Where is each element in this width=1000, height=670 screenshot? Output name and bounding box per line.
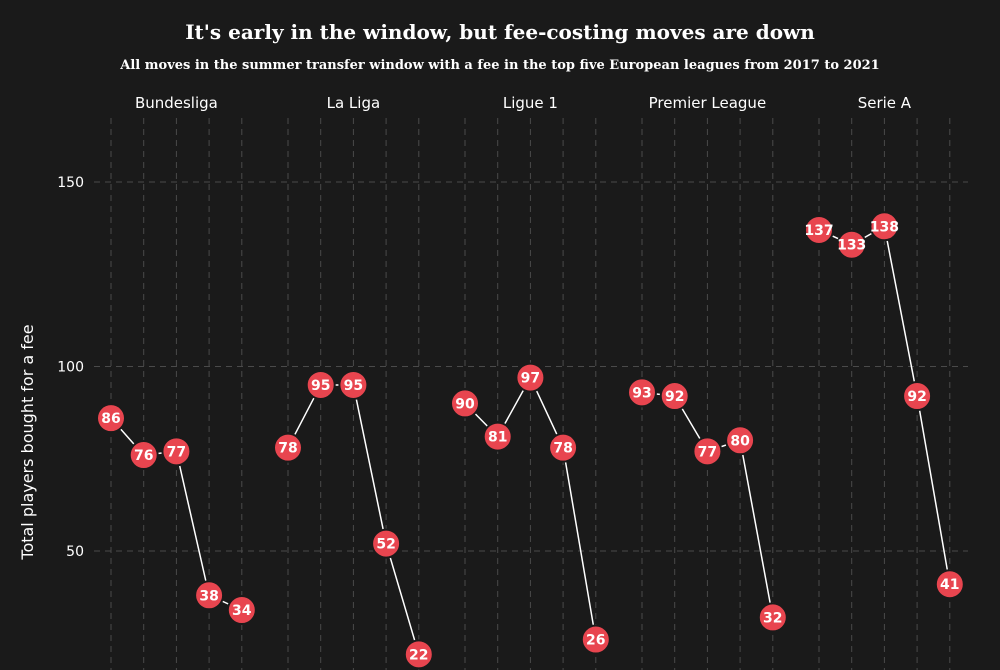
y-tick-label: 150	[57, 175, 84, 191]
data-point	[128, 440, 159, 471]
facet-la-liga: La Liga 78 95 95 52 22	[273, 94, 434, 670]
data-point	[757, 602, 788, 633]
facet-premier-league: Premier League 93 92 77 80 32	[627, 94, 788, 633]
data-label: 76	[134, 448, 153, 464]
facet-ligue-1: Ligue 1 90 81 97 78 26	[450, 94, 611, 655]
facet-header: Premier League	[649, 94, 767, 112]
data-point	[161, 436, 192, 467]
facet-header: Bundesliga	[135, 94, 218, 112]
data-point	[338, 369, 369, 400]
data-point	[96, 403, 126, 434]
data-label: 133	[837, 238, 866, 254]
facet-header: La Liga	[327, 94, 381, 112]
chart-title: It's early in the window, but fee-costin…	[185, 20, 815, 44]
data-label: 81	[488, 430, 507, 446]
data-point	[403, 639, 434, 670]
data-label: 52	[376, 537, 395, 553]
data-label: 95	[311, 378, 330, 394]
data-label: 86	[101, 411, 120, 427]
data-point	[305, 369, 336, 400]
data-point	[226, 595, 257, 626]
data-point	[869, 211, 900, 242]
facet-layer: Bundesliga 86 76 77 38 34 La Liga 78 95 95 52 22 Lig…	[96, 94, 965, 670]
data-point	[515, 362, 546, 393]
data-point	[692, 436, 723, 467]
data-point	[902, 381, 933, 412]
data-label: 93	[632, 385, 651, 401]
data-label: 137	[804, 223, 833, 239]
data-label: 95	[344, 378, 363, 394]
data-point	[725, 425, 756, 456]
axis-layer: Total players bought for a fee 50 100 150	[18, 175, 84, 561]
data-point	[548, 432, 579, 463]
data-label: 32	[763, 610, 782, 626]
data-point	[371, 528, 402, 559]
data-point	[482, 421, 513, 452]
data-label: 92	[665, 389, 684, 405]
data-label: 34	[232, 603, 252, 619]
data-label: 26	[586, 633, 605, 649]
y-tick-label: 50	[66, 544, 84, 560]
facet-header: Serie A	[858, 94, 912, 112]
data-point	[450, 388, 480, 419]
data-point	[934, 569, 965, 600]
data-label: 97	[521, 371, 540, 387]
data-label: 80	[730, 433, 750, 449]
chart-subtitle: All moves in the summer transfer window …	[120, 58, 880, 73]
data-point	[627, 377, 657, 408]
grid-layer	[94, 118, 968, 670]
data-point	[273, 432, 303, 463]
data-label: 138	[870, 219, 899, 235]
data-point	[580, 624, 611, 655]
data-label: 78	[553, 441, 572, 457]
data-label: 77	[698, 444, 717, 460]
data-label: 22	[409, 647, 428, 663]
data-label: 90	[455, 396, 475, 412]
facet-header: Ligue 1	[503, 94, 558, 112]
data-label: 78	[278, 441, 297, 457]
data-point	[659, 381, 690, 412]
data-point	[804, 214, 834, 245]
facet-bundesliga: Bundesliga 86 76 77 38 34	[96, 94, 257, 626]
data-label: 77	[167, 444, 186, 460]
data-point	[836, 229, 867, 260]
data-point	[194, 580, 225, 611]
data-label: 38	[199, 588, 218, 604]
y-axis-label: Total players bought for a fee	[18, 324, 37, 560]
data-label: 92	[907, 389, 926, 405]
y-tick-label: 100	[57, 360, 84, 376]
data-label: 41	[940, 577, 959, 593]
